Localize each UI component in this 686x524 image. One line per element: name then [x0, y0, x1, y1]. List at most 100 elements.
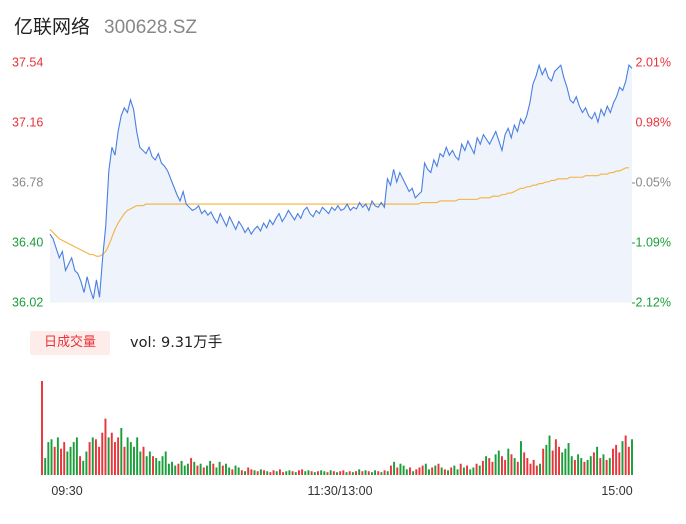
volume-bar: [69, 446, 72, 475]
volume-bar: [621, 441, 624, 475]
stock-name: 亿联网络: [14, 16, 91, 38]
volume-bar: [60, 448, 62, 475]
volume-badge[interactable]: 日成交量: [30, 331, 110, 355]
price-tick-label: 37.54: [12, 56, 43, 70]
volume-bar: [408, 467, 411, 475]
volume-bar: [361, 471, 364, 475]
volume-bar: [332, 471, 335, 475]
volume-bar: [615, 444, 618, 475]
volume-bar: [599, 458, 602, 475]
volume-bar: [244, 471, 246, 475]
percent-axis: 2.01% 0.98% -0.05% -1.09% -2.12%: [631, 56, 671, 310]
volume-bar: [215, 467, 218, 475]
volume-bar: [472, 467, 475, 475]
volume-bar: [513, 458, 516, 475]
volume-bar: [561, 452, 564, 475]
volume-bar: [348, 471, 351, 475]
volume-bar: [104, 418, 107, 475]
volume-bar: [345, 472, 348, 475]
volume-bar: [491, 461, 494, 475]
volume-bar: [523, 452, 526, 475]
volume-bar: [53, 446, 56, 475]
volume-bar: [497, 450, 500, 475]
volume-bar: [94, 439, 97, 475]
volume-bar: [247, 467, 250, 475]
volume-bar: [386, 471, 389, 475]
volume-bar: [91, 437, 94, 475]
volume-bar: [500, 456, 503, 475]
volume-bar: [358, 469, 361, 475]
time-axis: 09:30 11:30/13:00 15:00: [51, 484, 632, 498]
volume-bar: [240, 470, 243, 475]
volume-bar: [424, 463, 427, 475]
volume-bar: [250, 469, 253, 475]
volume-bar: [469, 469, 472, 475]
volume-bar: [535, 465, 538, 475]
volume-bar: [126, 437, 129, 475]
volume-bar: [259, 469, 262, 475]
volume-bar: [437, 463, 440, 475]
volume-bar: [142, 446, 145, 475]
volume-bar: [161, 456, 164, 475]
volume-bar: [443, 469, 446, 475]
volume-bar: [336, 472, 338, 475]
volume-bar: [152, 456, 154, 475]
volume-bar: [148, 451, 151, 475]
volume-bar: [399, 463, 402, 475]
volume-bar: [631, 439, 633, 475]
volume-readout: vol: 9.31万手: [130, 335, 223, 351]
volume-bar: [237, 467, 240, 475]
volume-bar: [567, 443, 570, 475]
volume-bar: [475, 463, 478, 475]
volume-bar: [526, 458, 529, 475]
volume-bar: [466, 465, 469, 475]
volume-bar: [272, 470, 275, 475]
volume-bar: [520, 441, 522, 475]
volume-bar: [529, 463, 532, 475]
volume-bar: [56, 437, 59, 475]
volume-bar: [256, 471, 259, 475]
volume-bar: [120, 428, 123, 475]
volume-bar: [196, 465, 199, 475]
volume-bar: [462, 467, 465, 475]
volume-bar: [313, 472, 316, 475]
price-tick-label: 36.78: [12, 176, 43, 190]
volume-bar: [627, 446, 630, 475]
volume-bar: [478, 465, 481, 475]
volume-bar: [608, 458, 611, 475]
volume-bar: [539, 463, 541, 475]
volume-bar: [589, 456, 592, 475]
volume-bar: [310, 471, 313, 475]
stock-code: 300628.SZ: [104, 17, 197, 38]
volume-bar: [393, 461, 396, 475]
volume-bar: [304, 471, 307, 475]
volume-bar: [364, 470, 367, 475]
volume-bar: [355, 471, 357, 475]
volume-bar: [339, 471, 342, 475]
volume-bar: [301, 469, 304, 475]
volume-bar: [47, 442, 50, 475]
volume-bar: [320, 470, 323, 475]
volume-bar: [456, 469, 459, 475]
volume-bar: [577, 454, 580, 475]
volume-bar: [459, 463, 462, 475]
volume-bar: [167, 463, 170, 475]
volume-bar: [596, 446, 599, 475]
volume-bar: [234, 465, 237, 475]
price-axis: 37.54 37.16 36.78 36.40 36.02: [12, 56, 43, 310]
volume-bar: [542, 448, 545, 475]
volume-bar: [291, 471, 294, 475]
volume-bar: [612, 448, 614, 475]
volume-bar: [453, 465, 456, 475]
volume-bar: [307, 470, 310, 475]
average-price-line: [49, 167, 629, 257]
time-tick-label: 09:30: [51, 484, 82, 498]
volume-bar: [374, 470, 377, 475]
volume-bar: [545, 444, 548, 475]
volume-bar: [228, 467, 231, 475]
volume-bar: [155, 458, 158, 475]
price-line: [49, 63, 633, 300]
volume-bar: [412, 471, 415, 475]
volume-bar: [488, 458, 491, 475]
volume-bar: [139, 451, 142, 475]
